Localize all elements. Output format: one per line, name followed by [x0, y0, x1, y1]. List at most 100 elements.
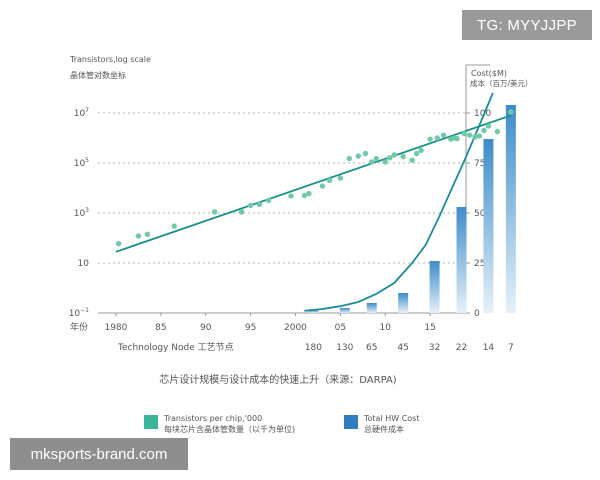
year-tick-label: 2000: [284, 323, 307, 333]
transistor-point: [369, 159, 375, 165]
transistor-point: [144, 231, 151, 238]
cost-bar: [339, 308, 350, 313]
left-axis-label-cn: 晶体管对数坐标: [70, 70, 126, 80]
transistor-point: [362, 150, 369, 157]
transistor-point: [466, 132, 473, 138]
cost-bar: [429, 261, 440, 313]
cost-bar: [483, 139, 494, 313]
transistor-trend-line: [115, 114, 512, 253]
transistor-point: [461, 130, 467, 137]
transistor-point: [171, 223, 177, 229]
node-tick-label: 7: [508, 343, 514, 353]
cost-curve-group: [304, 92, 494, 312]
transistor-point: [346, 155, 353, 162]
transistor-point: [434, 135, 440, 141]
node-tick-label: 14: [483, 343, 495, 353]
grid-lines: [98, 112, 466, 264]
transistor-point: [337, 175, 344, 181]
transistor-point: [306, 190, 312, 197]
node-tick-label: 45: [397, 343, 408, 353]
transistor-point: [476, 133, 483, 139]
right-tick-label: 0: [474, 309, 480, 319]
left-axis-label-en: Transistors,log scale: [69, 55, 151, 64]
transistor-point: [238, 209, 245, 215]
transistor-point: [382, 159, 388, 165]
transistor-point: [288, 193, 294, 199]
right-axis-ticks: 0 25 50 75 100: [466, 109, 491, 319]
right-axis-label-en: Cost($M): [471, 69, 507, 78]
node-tick-label: 180: [305, 343, 322, 353]
left-tick-exponent: 5: [85, 157, 89, 164]
cost-bar: [366, 303, 377, 313]
transistor-point: [481, 127, 487, 134]
transistor-point: [409, 157, 415, 163]
left-tick-label: 103: [74, 207, 89, 219]
transistor-point: [301, 192, 308, 199]
left-tick-exponent: 7: [85, 107, 89, 114]
transistor-points: [115, 109, 514, 247]
watermark-top-right: TG: MYYJJPP: [462, 10, 592, 40]
legend-transistors-label-en: Transistors per chip,'000: [164, 414, 263, 423]
year-tick-label: 15: [424, 323, 435, 333]
left-tick-label: 105: [74, 157, 89, 169]
legend-cost-label-cn: 总硬件成本: [364, 425, 404, 434]
node-tick-label: 130: [336, 343, 353, 353]
left-tick-label: 10−1: [69, 307, 89, 319]
year-tick-label: 95: [245, 323, 256, 333]
transistor-point: [247, 202, 254, 209]
legend-cost-label-en: Total HW Cost: [364, 414, 420, 423]
transistor-point: [319, 183, 326, 189]
cost-bar: [505, 105, 516, 313]
year-tick-label: 05: [335, 323, 346, 333]
chart-title: 芯片设计规模与设计成本的快速上升（来源：DARPA): [159, 373, 397, 386]
transistor-point: [508, 109, 514, 115]
transistor-point: [355, 153, 361, 159]
transistor-point: [400, 153, 406, 160]
year-tick-label: 90: [200, 323, 212, 333]
cost-curve: [304, 92, 494, 312]
transistor-point: [472, 134, 478, 140]
transistor-trend-group: [115, 114, 512, 253]
year-axis-ticks: 1980 85 90 95 2000 05 10 15: [104, 313, 436, 333]
node-axis-label: Technology Node 工艺节点: [117, 342, 234, 353]
transistor-point: [427, 136, 433, 142]
left-tick-label: 107: [74, 107, 89, 119]
transistor-point: [115, 240, 122, 247]
transistor-point: [265, 197, 272, 204]
transistor-point: [256, 201, 263, 208]
legend-transistors-label-cn: 每块芯片含晶体管数量（以千为单位): [164, 425, 296, 434]
watermark-bottom-left: mksports-brand.com: [10, 438, 188, 470]
transistor-point: [135, 233, 142, 239]
left-tick-label: 10: [78, 259, 90, 269]
cost-bar: [398, 293, 409, 313]
legend-transistors-swatch: [144, 415, 158, 429]
left-tick-exponent: 3: [85, 207, 89, 214]
transistor-point: [373, 155, 379, 162]
node-axis-ticks: 180 130 65 45 32 22 14 7: [305, 343, 514, 353]
transistor-point: [391, 152, 397, 158]
right-tick-label: 100: [474, 109, 491, 119]
year-tick-label: 10: [379, 323, 391, 333]
right-tick-label: 50: [474, 209, 486, 219]
cost-bars: [308, 105, 516, 313]
right-tick-label: 25: [474, 259, 485, 269]
transistor-point: [485, 123, 492, 129]
cost-bar: [456, 207, 467, 313]
right-tick-label: 75: [474, 159, 485, 169]
transistor-point: [454, 135, 460, 142]
transistor-point: [440, 132, 447, 138]
right-axis-label-cn: 成本（百万/美元）: [470, 78, 533, 88]
transistor-point: [326, 177, 333, 184]
year-tick-label: 85: [155, 323, 166, 333]
node-tick-label: 22: [456, 343, 467, 353]
node-tick-label: 32: [429, 343, 440, 353]
transistor-point: [418, 147, 424, 154]
left-tick-exponent: −1: [80, 307, 89, 314]
transistor-point: [413, 150, 420, 157]
legend-cost-swatch: [344, 415, 358, 429]
node-tick-label: 65: [366, 343, 377, 353]
cost-bar: [308, 310, 319, 313]
year-axis-prefix: 年份: [70, 321, 88, 333]
transistor-point: [211, 209, 218, 215]
